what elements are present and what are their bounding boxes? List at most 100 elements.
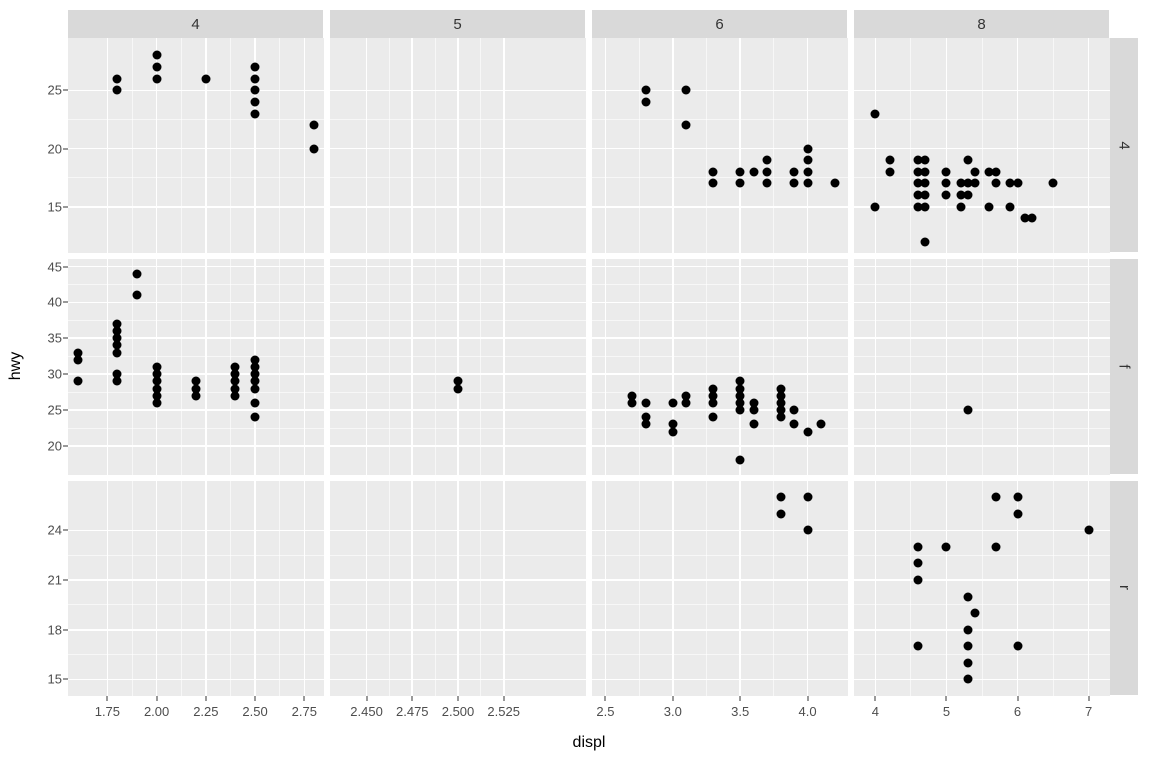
x-tick-mark [503,696,504,701]
data-point [830,179,839,188]
data-point [749,420,758,429]
y-tick-mark [63,374,68,375]
data-point [454,384,463,393]
x-axis-title: displ [68,734,1110,752]
x-tick-mark [875,696,876,701]
y-tick-label: 18 [26,622,62,637]
data-point [709,179,718,188]
y-tick-label: 40 [26,295,62,310]
x-tick-label: 2.475 [396,704,429,719]
x-tick-mark [205,696,206,701]
panel [592,481,848,696]
data-point [132,269,141,278]
x-tick-mark [672,696,673,701]
data-point [776,391,785,400]
data-point [152,363,161,372]
data-point [113,319,122,328]
data-point [113,74,122,83]
data-point [113,86,122,95]
data-point [113,370,122,379]
y-tick-mark [63,302,68,303]
x-tick-label: 5 [943,704,950,719]
x-tick-mark [740,696,741,701]
data-point [1013,642,1022,651]
x-tick-mark [1088,696,1089,701]
data-point [921,191,930,200]
data-point [201,74,210,83]
col-strip-label: 5 [453,16,461,33]
panel [854,481,1110,696]
panel [330,481,586,696]
data-point [641,98,650,107]
data-point [749,406,758,415]
data-point [921,237,930,246]
panel [330,38,586,253]
x-tick-label: 7 [1085,704,1092,719]
data-point [963,592,972,601]
x-tick-mark [366,696,367,701]
data-point [152,74,161,83]
data-point [251,63,260,72]
data-point [132,291,141,300]
y-tick-label: 45 [26,259,62,274]
data-point [942,191,951,200]
data-point [668,427,677,436]
data-point [152,51,161,60]
data-point [790,179,799,188]
x-tick-label: 2.525 [487,704,520,719]
data-point [885,156,894,165]
data-point [1013,179,1022,188]
y-tick-label: 35 [26,331,62,346]
data-point [871,202,880,211]
data-point [668,398,677,407]
row-strip-label: f [1115,364,1132,368]
data-point [963,156,972,165]
row-strip-label: 4 [1116,141,1133,149]
data-point [776,406,785,415]
data-point [790,167,799,176]
col-strip-label: 8 [977,16,985,33]
data-point [914,576,923,585]
data-point [682,398,691,407]
data-point [736,406,745,415]
x-tick-label: 2.00 [144,704,169,719]
data-point [963,406,972,415]
y-tick-mark [63,445,68,446]
data-point [1027,214,1036,223]
y-tick-label: 15 [26,199,62,214]
col-strip-label: 4 [191,16,199,33]
x-tick-label: 2.50 [242,704,267,719]
data-point [641,398,650,407]
data-point [942,542,951,551]
row-strip-label: r [1116,585,1133,590]
data-point [682,86,691,95]
data-point [192,384,201,393]
panel [854,38,1110,253]
data-point [803,427,812,436]
y-tick-mark [63,90,68,91]
data-point [231,363,240,372]
x-tick-mark [107,696,108,701]
data-point [914,542,923,551]
data-point [709,167,718,176]
data-point [641,86,650,95]
data-point [682,121,691,130]
row-strip: 4 [1110,38,1138,253]
data-point [1013,509,1022,518]
x-tick-label: 6 [1014,704,1021,719]
x-tick-mark [458,696,459,701]
data-point [709,384,718,393]
x-tick-label: 4 [872,704,879,719]
panel [68,259,324,474]
y-tick-mark [63,679,68,680]
panel [68,481,324,696]
data-point [736,179,745,188]
data-point [1049,179,1058,188]
col-strip: 5 [330,10,586,38]
data-point [251,74,260,83]
y-tick-label: 20 [26,141,62,156]
x-tick-mark [1017,696,1018,701]
data-point [956,202,965,211]
y-tick-mark [63,530,68,531]
x-tick-mark [605,696,606,701]
